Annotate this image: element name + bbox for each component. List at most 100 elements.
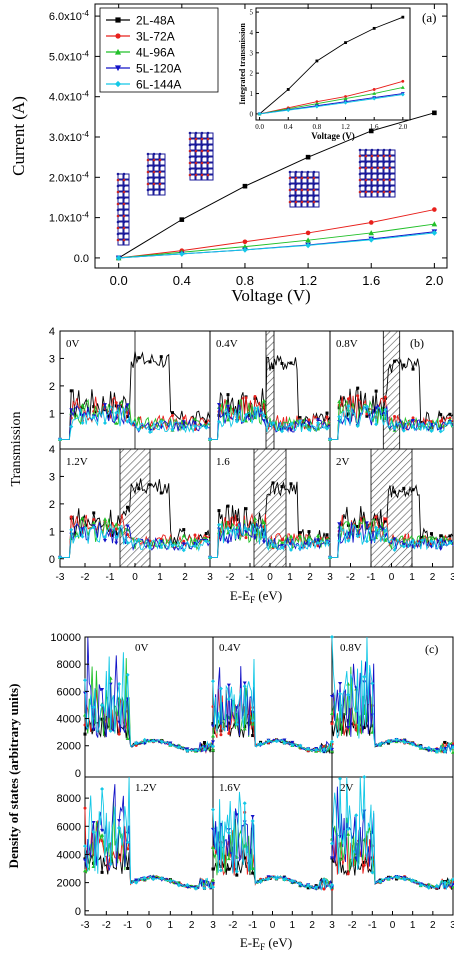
data-point bbox=[443, 740, 447, 744]
y-tick-label: 8000 bbox=[57, 659, 81, 671]
ribbon-bond bbox=[389, 173, 396, 180]
ribbon-atom bbox=[188, 131, 192, 135]
data-point bbox=[374, 389, 378, 393]
ribbon-atom bbox=[146, 188, 150, 192]
data-point bbox=[439, 534, 443, 538]
data-point bbox=[298, 546, 302, 551]
data-point bbox=[226, 540, 230, 545]
data-point bbox=[383, 538, 388, 542]
inset-y-axis-label: Integrated transmission bbox=[238, 23, 247, 105]
data-point bbox=[100, 687, 105, 692]
data-point bbox=[117, 682, 122, 687]
data-point bbox=[447, 540, 452, 545]
ribbon-bond bbox=[117, 203, 124, 210]
ribbon-atom bbox=[294, 194, 298, 198]
data-point bbox=[290, 743, 295, 748]
x-tick-label: 0 bbox=[146, 920, 152, 931]
data-point bbox=[193, 537, 197, 541]
data-point bbox=[314, 885, 319, 890]
transmission-curve-4L-96A bbox=[60, 398, 211, 440]
inset-frame bbox=[255, 7, 411, 121]
data-point bbox=[250, 718, 255, 723]
ribbon-bond bbox=[389, 149, 396, 156]
data-point bbox=[227, 867, 231, 871]
x-axis-label: Voltage (V) bbox=[231, 286, 310, 305]
ribbon-bond bbox=[359, 179, 366, 186]
data-point bbox=[182, 528, 186, 532]
ribbon-bond bbox=[207, 144, 214, 151]
ribbon-bond bbox=[371, 191, 378, 198]
data-point bbox=[179, 217, 185, 222]
panel-a-frame bbox=[94, 3, 448, 269]
x-tick-label: 3 bbox=[450, 572, 454, 583]
transmission-curve-6L-144A bbox=[60, 405, 211, 440]
x-tick-label: -2 bbox=[226, 572, 235, 583]
data-point bbox=[337, 522, 342, 526]
data-point bbox=[262, 398, 266, 403]
data-point bbox=[355, 531, 360, 535]
ribbon-atom bbox=[382, 184, 386, 188]
data-point bbox=[218, 686, 223, 691]
panel-a: 0.0 0.4 0.8 1.2 1.6 2.0 0.0 1.0x10-4 2.0x10-4 3.0… bbox=[9, 3, 448, 305]
data-point bbox=[185, 885, 190, 889]
x-tick-label: 3 bbox=[210, 920, 216, 931]
data-point bbox=[411, 424, 416, 429]
data-point bbox=[364, 539, 369, 544]
data-point bbox=[368, 236, 375, 243]
data-point bbox=[125, 736, 130, 741]
ribbon-bond bbox=[123, 227, 130, 234]
ribbon-bond bbox=[371, 155, 378, 162]
ribbon-bond bbox=[359, 155, 366, 162]
data-point bbox=[185, 882, 190, 887]
data-point bbox=[103, 421, 107, 426]
data-point bbox=[226, 526, 230, 531]
inset-data-point bbox=[286, 88, 290, 91]
x-tick-label: 1 bbox=[157, 572, 163, 583]
ribbon-atom bbox=[116, 196, 120, 200]
data-point bbox=[226, 830, 231, 835]
ribbon-bond bbox=[189, 138, 196, 145]
x-tick-label: -2 bbox=[102, 920, 111, 931]
ribbon-bond bbox=[301, 177, 308, 184]
ribbon-atom bbox=[376, 160, 380, 164]
data-point bbox=[182, 539, 186, 543]
ribbon-atom bbox=[364, 154, 368, 158]
data-point bbox=[262, 405, 266, 409]
ribbon-structure bbox=[188, 131, 214, 181]
data-point bbox=[330, 882, 334, 887]
ribbon-atom bbox=[194, 155, 198, 159]
legend-label: 5L-120A bbox=[136, 62, 181, 76]
data-point bbox=[226, 697, 231, 702]
data-point bbox=[431, 230, 438, 236]
ribbon-bond bbox=[195, 132, 202, 139]
series-line-3L-72A bbox=[118, 209, 435, 259]
inset-y-tick-label: 0 bbox=[250, 110, 254, 118]
y-tick-label: 0 bbox=[49, 554, 55, 566]
y-tick-label: 4000 bbox=[57, 849, 81, 861]
ribbon-atom bbox=[358, 178, 362, 182]
x-tick-label: 0 bbox=[132, 572, 138, 583]
dos-curve-6L-144A bbox=[212, 791, 333, 892]
data-point bbox=[305, 237, 311, 243]
data-point bbox=[204, 421, 208, 425]
ribbon-bond bbox=[295, 171, 302, 178]
data-point bbox=[115, 255, 122, 261]
x-axis-label: E-EF (eV) bbox=[240, 935, 292, 952]
data-point bbox=[316, 540, 320, 545]
data-point bbox=[364, 404, 369, 409]
data-point bbox=[92, 511, 96, 515]
ribbon-bond bbox=[195, 174, 202, 181]
data-point bbox=[330, 722, 334, 726]
x-tick-label: 0.8 bbox=[236, 273, 254, 288]
ribbon-bond bbox=[153, 153, 160, 160]
x-tick-label: -2 bbox=[348, 920, 357, 931]
ribbon-atom bbox=[388, 178, 392, 182]
data-point bbox=[328, 437, 332, 442]
inset-data-point bbox=[315, 100, 319, 104]
data-point bbox=[181, 426, 186, 431]
data-point bbox=[305, 242, 311, 249]
y-tick-label: 1.0x10-4 bbox=[49, 211, 90, 225]
transmission-curve-6L-144A bbox=[210, 406, 331, 440]
y-tick-label: 1 bbox=[49, 408, 55, 420]
data-point bbox=[185, 748, 190, 753]
